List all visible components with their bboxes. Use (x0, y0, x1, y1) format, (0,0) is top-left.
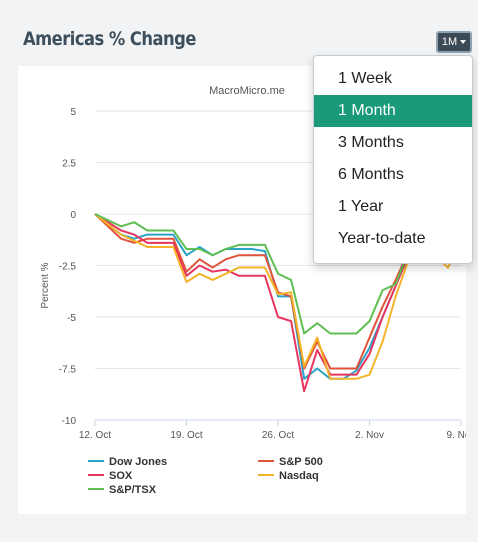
range-option-3-months[interactable]: 3 Months (338, 134, 404, 151)
range-option-1-year[interactable]: 1 Year (338, 198, 384, 215)
range-dropdown-button[interactable]: 1M (436, 31, 472, 53)
series-line-sox (94, 213, 410, 393)
range-option-1-week[interactable]: 1 Week (338, 70, 392, 87)
y-tick-label: -2.5 (59, 262, 77, 273)
range-option-year-to-date[interactable]: Year-to-date (338, 230, 426, 247)
range-option-1-month[interactable]: 1 Month (314, 95, 472, 127)
legend-label-sox: SOX (109, 470, 133, 482)
y-tick-label: 2.5 (62, 159, 76, 170)
series-line-nasdaq (94, 213, 410, 380)
panel-title: Americas % Change (23, 28, 196, 50)
range-dropdown-menu: 1 Week 1 Month 3 Months 6 Months 1 Year … (313, 55, 473, 264)
x-tick-label: 9. Nov (447, 430, 466, 441)
legend-label-sp500: S&P 500 (279, 456, 323, 468)
legend-label-nasdaq: Nasdaq (279, 470, 319, 482)
y-tick-label: 0 (70, 210, 76, 221)
y-tick-label: -5 (67, 313, 76, 324)
x-tick-label: 26. Oct (262, 430, 294, 441)
x-tick-label: 19. Oct (170, 430, 202, 441)
y-axis-label: Percent % (40, 262, 51, 308)
y-tick-label: -10 (62, 416, 77, 427)
legend-label-dow: Dow Jones (109, 456, 167, 468)
series-line-sp500 (94, 213, 410, 370)
range-button-label: 1M (441, 36, 458, 48)
series-line-dow (94, 213, 410, 380)
chart-watermark: MacroMicro.me (209, 85, 285, 97)
caret-down-icon (460, 40, 467, 45)
legend-label-tsx: S&P/TSX (109, 484, 157, 496)
x-tick-label: 12. Oct (79, 430, 111, 441)
x-tick-label: 2. Nov (355, 430, 384, 441)
range-option-6-months[interactable]: 6 Months (338, 166, 404, 183)
y-tick-label: 5 (70, 107, 76, 118)
y-tick-label: -7.5 (59, 365, 77, 376)
series-line-tsx (94, 213, 410, 335)
